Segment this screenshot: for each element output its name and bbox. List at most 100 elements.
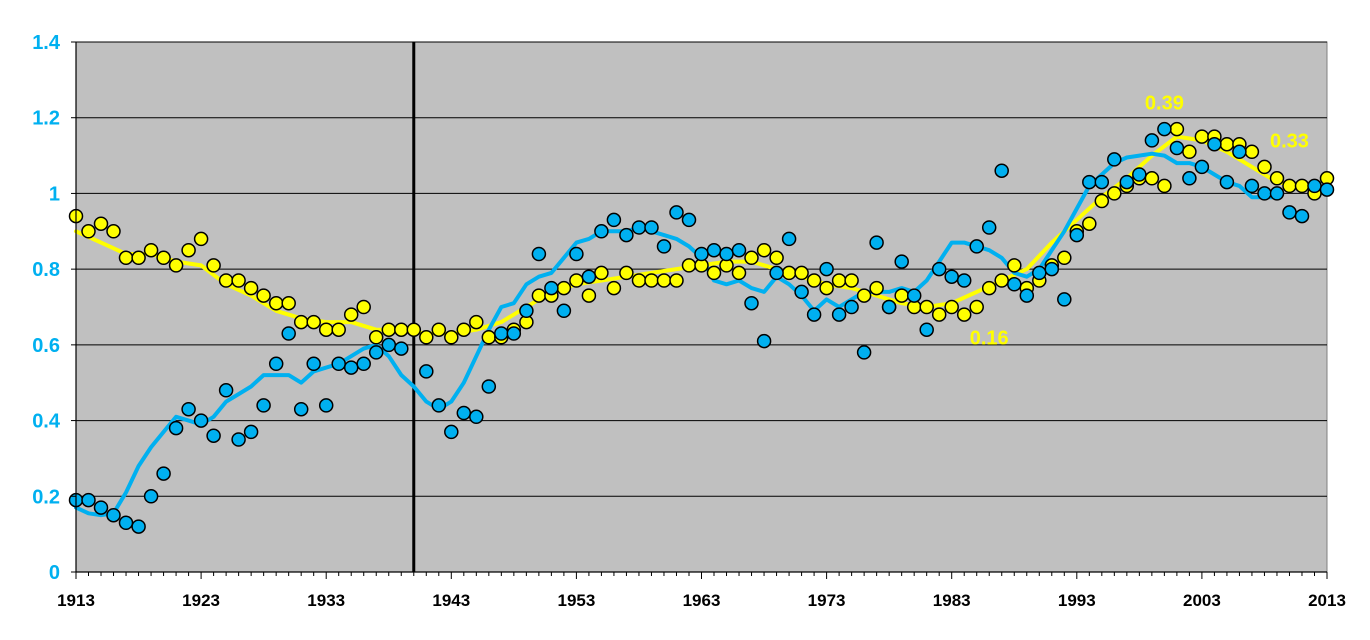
series-1-point bbox=[1132, 167, 1147, 182]
series-0-point bbox=[1219, 136, 1235, 152]
axes: 0 0.2 0.4 0.6 0.8 1 1.2 1.4 1913 1923 1933 1943 1953… bbox=[32, 32, 1346, 610]
y-tick-label: 0.2 bbox=[32, 486, 60, 508]
series-0-point bbox=[844, 273, 859, 288]
series-1-point bbox=[1157, 121, 1172, 137]
series-1-point bbox=[1307, 178, 1322, 194]
series-1-point bbox=[243, 424, 259, 440]
series-1-point bbox=[894, 254, 909, 269]
series-1-point bbox=[1169, 140, 1185, 156]
series-0-point bbox=[869, 280, 884, 296]
series-1-point bbox=[281, 326, 296, 341]
series-0-point bbox=[831, 273, 847, 288]
series-0-point bbox=[469, 314, 484, 330]
y-tick-label: 0.6 bbox=[32, 335, 60, 357]
series-1-point bbox=[1282, 205, 1297, 220]
series-1-point bbox=[156, 466, 171, 481]
annotations: 0.39 0.33 0.16 bbox=[970, 93, 1309, 350]
series-0-point bbox=[331, 322, 346, 337]
series-0-point bbox=[306, 314, 321, 330]
series-1-point bbox=[1244, 178, 1260, 194]
series-1-point bbox=[1232, 144, 1247, 160]
x-tick-label: 1953 bbox=[557, 591, 595, 610]
series-1-point bbox=[193, 413, 209, 428]
series-1-point bbox=[519, 303, 534, 319]
series-0-point bbox=[143, 242, 159, 258]
series-1-point bbox=[206, 428, 221, 443]
series-0-point bbox=[131, 250, 146, 266]
series-1-point bbox=[769, 265, 784, 281]
series-0-point bbox=[731, 265, 747, 281]
series-1-point bbox=[494, 326, 509, 341]
series-0-point bbox=[1182, 144, 1197, 160]
y-tick-label: 0.8 bbox=[32, 259, 60, 281]
series-0-point bbox=[956, 307, 972, 322]
series-0-point bbox=[619, 265, 634, 281]
series-points bbox=[68, 121, 1335, 534]
series-1-point bbox=[368, 345, 384, 360]
series-0-point bbox=[856, 288, 872, 303]
series-0-point bbox=[594, 265, 609, 281]
series-0-point bbox=[268, 295, 284, 311]
y-tick-label: 1.2 bbox=[32, 108, 60, 130]
series-0-point bbox=[1144, 171, 1160, 186]
series-0-point bbox=[343, 307, 359, 322]
series-0-point bbox=[981, 280, 997, 296]
y-tick-label: 0.4 bbox=[32, 411, 61, 433]
series-1-point bbox=[1032, 265, 1047, 281]
series-0-point bbox=[1169, 121, 1185, 137]
series-group bbox=[68, 121, 1335, 534]
series-0-point bbox=[281, 295, 296, 311]
series-1-point bbox=[656, 239, 672, 254]
x-tick-label: 1993 bbox=[1058, 591, 1096, 610]
series-1-point bbox=[644, 220, 659, 235]
series-1-point bbox=[1294, 208, 1310, 224]
series-1-smooth-line bbox=[74, 151, 1279, 518]
series-1-point bbox=[756, 333, 772, 349]
series-0-point bbox=[919, 299, 934, 315]
y-tick-label: 0 bbox=[49, 562, 60, 584]
series-1-point bbox=[856, 345, 872, 360]
series-1-point bbox=[944, 269, 959, 284]
series-0-point bbox=[706, 265, 722, 281]
series-1-point bbox=[1182, 171, 1197, 186]
series-1-point bbox=[1069, 227, 1085, 243]
series-1-point bbox=[1219, 174, 1235, 190]
series-0-point bbox=[644, 273, 659, 288]
series-1-point bbox=[1007, 277, 1022, 292]
series-1-point bbox=[318, 398, 334, 413]
series-1-point bbox=[1107, 152, 1122, 167]
series-0-point bbox=[1107, 186, 1122, 201]
series-1-point bbox=[919, 322, 934, 337]
series-1-point bbox=[431, 398, 447, 413]
series-1-point bbox=[631, 220, 647, 235]
series-0-point bbox=[1157, 178, 1172, 194]
series-1-point bbox=[218, 383, 234, 398]
series-1-point bbox=[143, 489, 159, 504]
series-0-point bbox=[569, 273, 584, 288]
series-0-point bbox=[181, 242, 196, 258]
series-1-point bbox=[81, 492, 96, 508]
series-1-point bbox=[306, 356, 321, 372]
series-0-point bbox=[206, 258, 221, 273]
series-1-point bbox=[869, 235, 884, 250]
series-1-point bbox=[956, 273, 972, 288]
series-0-point bbox=[894, 288, 909, 303]
series-0-point bbox=[1007, 258, 1022, 273]
x-tick-label: 1923 bbox=[182, 591, 220, 610]
series-0-point bbox=[419, 330, 434, 345]
x-tick-label: 1983 bbox=[933, 591, 971, 610]
series-1-point bbox=[594, 224, 609, 239]
series-0-point bbox=[356, 299, 371, 315]
series-1-point bbox=[1082, 174, 1097, 190]
series-0-point bbox=[431, 322, 447, 337]
series-1-point bbox=[981, 220, 997, 235]
series-1-point bbox=[806, 307, 822, 322]
series-0-point bbox=[969, 299, 984, 315]
series-1-point bbox=[1194, 159, 1210, 175]
series-0-point bbox=[1082, 216, 1097, 231]
series-1-point bbox=[1207, 136, 1222, 152]
series-0-point bbox=[769, 250, 784, 266]
series-1-point bbox=[744, 295, 759, 311]
series-1-point bbox=[381, 337, 397, 353]
series-1-point bbox=[293, 401, 309, 417]
